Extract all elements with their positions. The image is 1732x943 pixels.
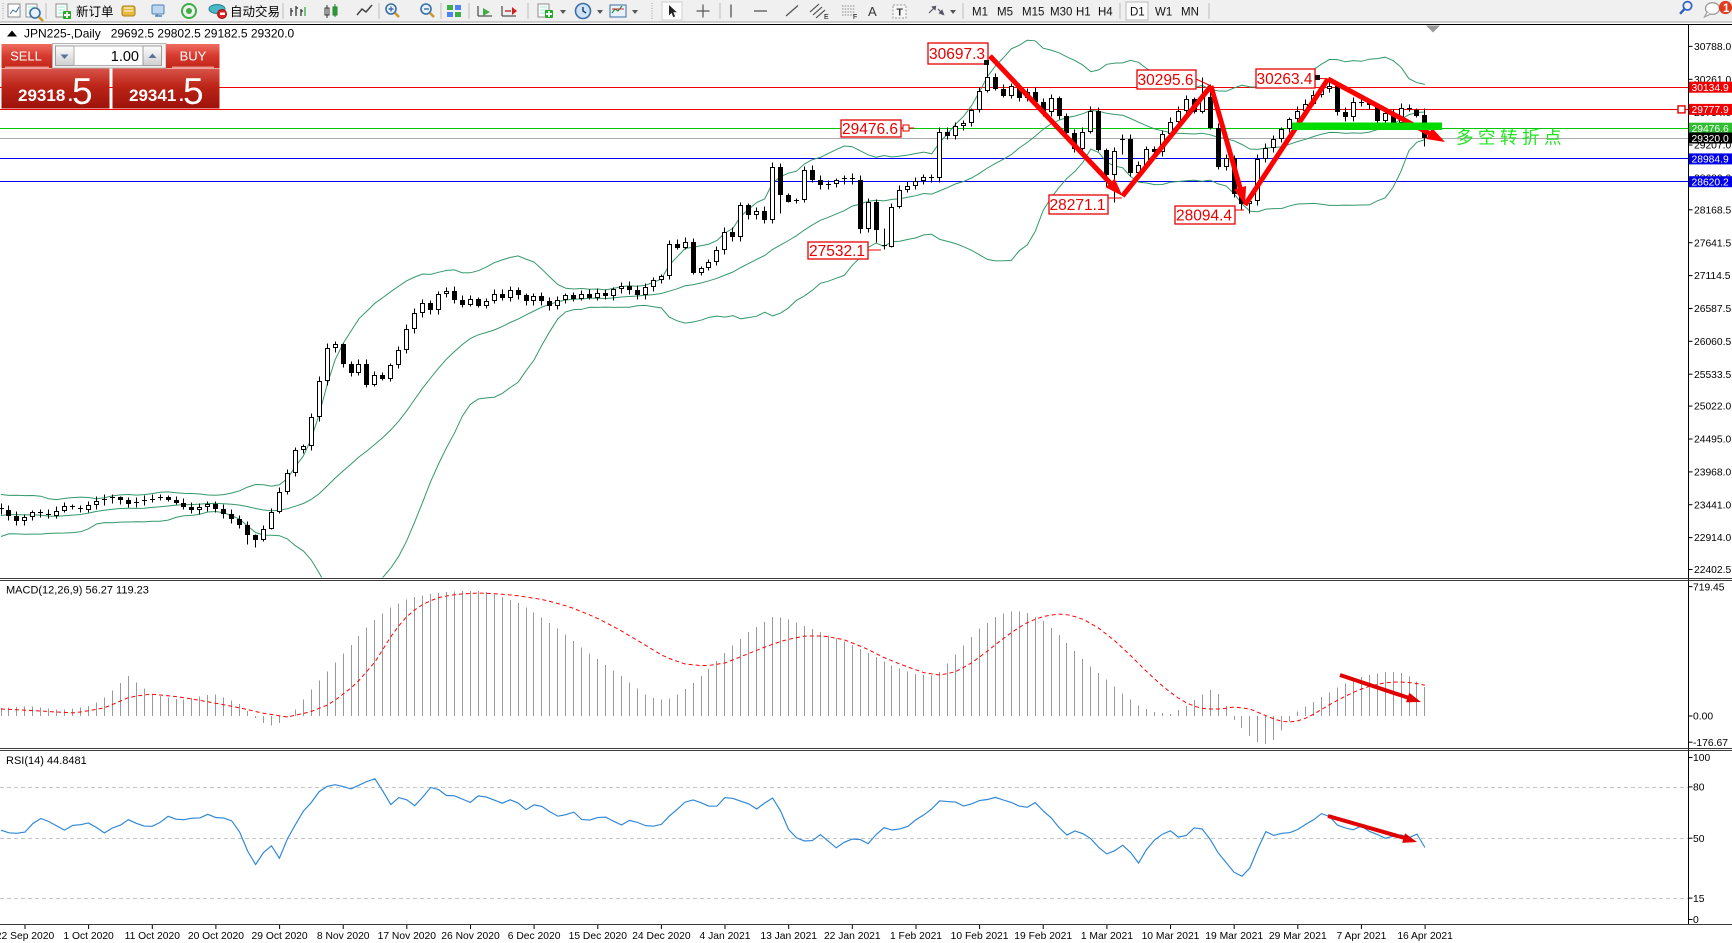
svg-text:22914.0: 22914.0 (1694, 533, 1731, 544)
svg-text:.: . (68, 86, 73, 105)
svg-text:1 Oct 2020: 1 Oct 2020 (63, 931, 114, 942)
svg-text:23441.0: 23441.0 (1694, 500, 1731, 511)
svg-text:29318: 29318 (18, 86, 65, 105)
svg-text:28168.5: 28168.5 (1694, 205, 1731, 216)
svg-text:15: 15 (1693, 894, 1705, 905)
svg-text:M30: M30 (1050, 7, 1072, 19)
svg-text:5: 5 (72, 71, 93, 112)
svg-text:5: 5 (183, 71, 204, 112)
svg-text:30134.9: 30134.9 (1692, 83, 1729, 94)
svg-text:13 Jan 2021: 13 Jan 2021 (760, 931, 817, 942)
svg-text:0.00: 0.00 (1693, 712, 1713, 723)
svg-text:29207.0: 29207.0 (1694, 141, 1731, 152)
svg-text:MN: MN (1181, 7, 1199, 19)
svg-text:BUY: BUY (180, 49, 207, 64)
svg-text:RSI(14) 44.8481: RSI(14) 44.8481 (6, 755, 87, 767)
svg-text:1: 1 (1723, 3, 1730, 15)
svg-text:M15: M15 (1022, 7, 1044, 19)
svg-text:H1: H1 (1076, 7, 1091, 19)
svg-text:多空转折点: 多空转折点 (1456, 128, 1566, 148)
svg-text:22 Sep 2020: 22 Sep 2020 (0, 931, 54, 942)
svg-text:29341: 29341 (129, 86, 176, 105)
svg-text:29320.0: 29320.0 (1692, 134, 1729, 145)
svg-text:H4: H4 (1098, 7, 1113, 19)
svg-text:29476.6: 29476.6 (1692, 124, 1729, 135)
svg-text:30788.0: 30788.0 (1694, 42, 1731, 53)
svg-text:27532.1: 27532.1 (809, 243, 865, 260)
svg-text:6 Dec 2020: 6 Dec 2020 (508, 931, 561, 942)
svg-text:W1: W1 (1155, 7, 1172, 19)
svg-text:30697.3: 30697.3 (929, 46, 985, 63)
svg-text:7 Apr 2021: 7 Apr 2021 (1336, 931, 1386, 942)
svg-text:719.45: 719.45 (1693, 582, 1725, 593)
svg-text:24 Dec 2020: 24 Dec 2020 (632, 931, 691, 942)
svg-text:22 Jan 2021: 22 Jan 2021 (824, 931, 881, 942)
svg-text:M5: M5 (997, 7, 1013, 19)
svg-text:M1: M1 (972, 7, 988, 19)
svg-text:25022.0: 25022.0 (1694, 402, 1731, 413)
svg-text:50: 50 (1693, 834, 1705, 845)
svg-text:F: F (853, 14, 857, 21)
svg-text:1 Mar 2021: 1 Mar 2021 (1081, 931, 1133, 942)
svg-text:自动交易: 自动交易 (230, 4, 280, 19)
svg-text:23968.0: 23968.0 (1694, 468, 1731, 479)
svg-text:26 Nov 2020: 26 Nov 2020 (441, 931, 500, 942)
svg-text:27641.5: 27641.5 (1694, 238, 1731, 249)
svg-text:30263.4: 30263.4 (1257, 71, 1313, 88)
svg-text:26587.5: 26587.5 (1694, 304, 1731, 315)
svg-text:26060.5: 26060.5 (1694, 337, 1731, 348)
svg-text:80: 80 (1693, 783, 1705, 794)
svg-text:-176.67: -176.67 (1693, 738, 1728, 749)
svg-text:10 Mar 2021: 10 Mar 2021 (1142, 931, 1200, 942)
svg-text:10 Feb 2021: 10 Feb 2021 (951, 931, 1009, 942)
svg-text:8 Nov 2020: 8 Nov 2020 (317, 931, 370, 942)
svg-text:新订单: 新订单 (76, 4, 114, 19)
svg-text:1.00: 1.00 (111, 49, 139, 65)
svg-text:1 Feb 2021: 1 Feb 2021 (890, 931, 942, 942)
svg-text:24495.0: 24495.0 (1694, 435, 1731, 446)
svg-text:20 Oct 2020: 20 Oct 2020 (188, 931, 244, 942)
svg-text:17 Nov 2020: 17 Nov 2020 (378, 931, 437, 942)
svg-text:22402.5: 22402.5 (1694, 565, 1731, 576)
svg-text:.: . (179, 86, 184, 105)
svg-text:28984.9: 28984.9 (1692, 155, 1729, 166)
svg-text:MACD(12,26,9) 56.27 119.23: MACD(12,26,9) 56.27 119.23 (6, 585, 149, 597)
svg-text:30261.0: 30261.0 (1694, 75, 1731, 86)
svg-text:30295.6: 30295.6 (1138, 72, 1194, 89)
svg-text:25533.5: 25533.5 (1694, 370, 1731, 381)
svg-text:27114.5: 27114.5 (1694, 271, 1731, 282)
svg-text:16 Apr 2021: 16 Apr 2021 (1397, 931, 1453, 942)
svg-text:100: 100 (1693, 753, 1710, 764)
svg-text:D1: D1 (1130, 7, 1145, 19)
svg-text:4 Jan 2021: 4 Jan 2021 (700, 931, 751, 942)
svg-text:SELL: SELL (10, 49, 42, 64)
svg-text:0: 0 (1693, 915, 1699, 926)
svg-text:29476.6: 29476.6 (842, 121, 898, 138)
svg-text:28620.2: 28620.2 (1692, 178, 1729, 189)
svg-text:JPN225-,Daily 29692.5 29802.: JPN225-,Daily 29692.5 29802.5 29182.5 29… (24, 27, 295, 41)
svg-text:T: T (897, 7, 904, 19)
svg-text:19 Feb 2021: 19 Feb 2021 (1014, 931, 1072, 942)
svg-text:15 Dec 2020: 15 Dec 2020 (569, 931, 628, 942)
svg-text:11 Oct 2020: 11 Oct 2020 (125, 931, 181, 942)
svg-text:29 Oct 2020: 29 Oct 2020 (252, 931, 308, 942)
svg-text:28271.1: 28271.1 (1050, 197, 1106, 214)
svg-text:19 Mar 2021: 19 Mar 2021 (1205, 931, 1263, 942)
svg-text:29 Mar 2021: 29 Mar 2021 (1269, 931, 1327, 942)
svg-text:28094.4: 28094.4 (1176, 208, 1232, 225)
svg-text:A: A (868, 4, 877, 19)
svg-text:E: E (824, 14, 829, 21)
svg-text:29777.9: 29777.9 (1692, 105, 1729, 116)
